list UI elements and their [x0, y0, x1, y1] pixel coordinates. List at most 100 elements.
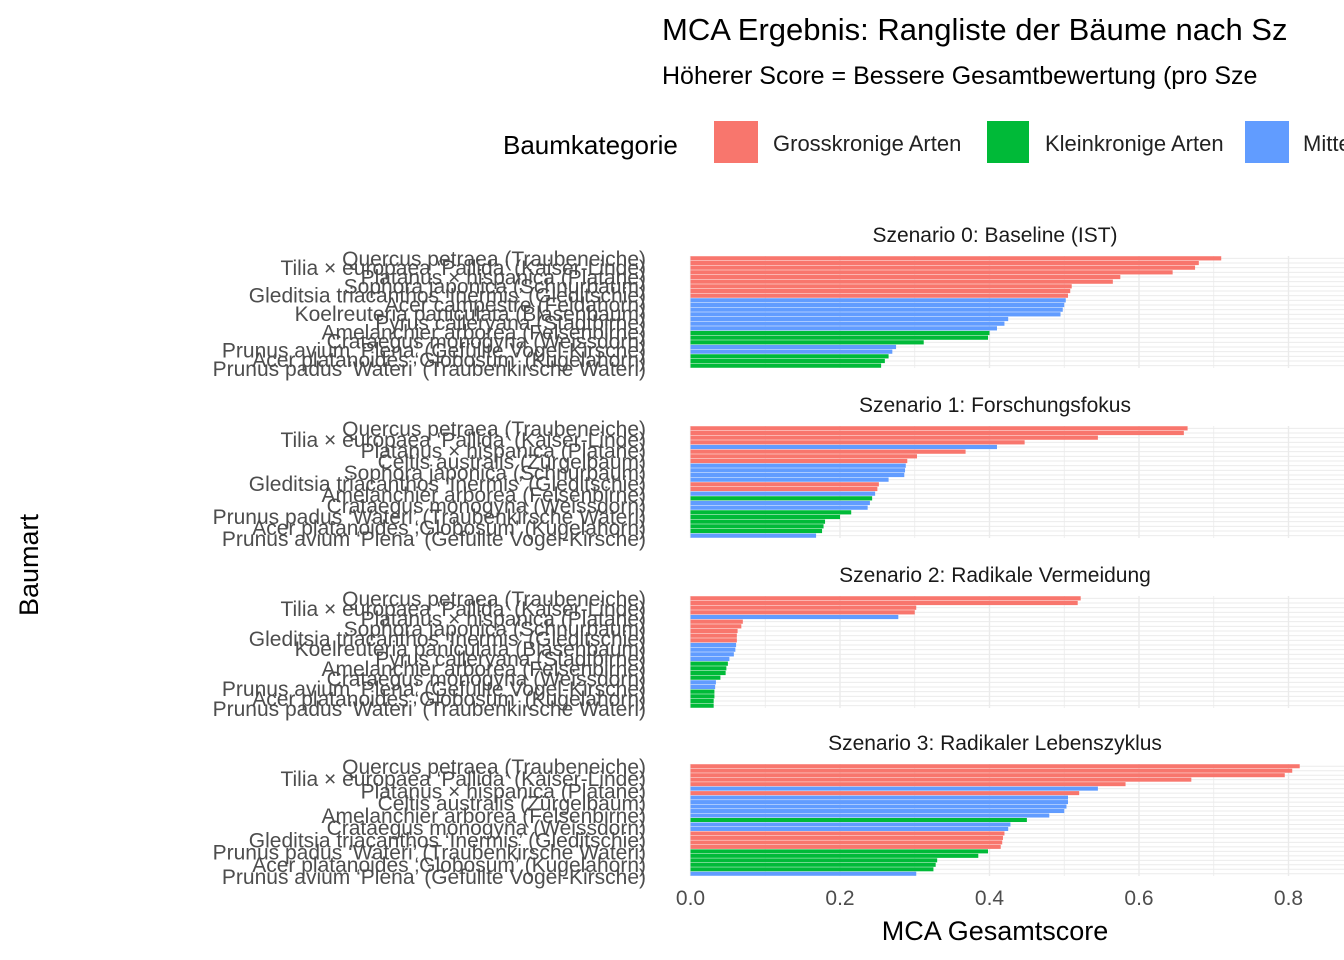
- y-tick-label: Sophora japonica (Schnurbaum): [344, 462, 646, 485]
- bar: [690, 652, 734, 657]
- bar: [690, 831, 1005, 836]
- y-tick-label: Prunus padus ‘Wateri’ (Traubenkirsche Wa…: [213, 842, 646, 865]
- y-tick-label: Prunus avium ‘Plena’ (Gefüllte Vogel-Kir…: [222, 866, 646, 889]
- y-tick-label: Celtis australis (Zürgelbaum): [378, 793, 646, 816]
- bar: [690, 795, 1068, 800]
- bar: [690, 680, 716, 685]
- bar: [690, 491, 876, 496]
- y-tick-label: Quercus petraea (Traubeneiche): [342, 588, 646, 611]
- x-axis-title: MCA Gesamtscore: [882, 916, 1109, 946]
- y-tick-label: Pyrus calleryana (Stadtbirne): [375, 648, 646, 671]
- y-tick-label: Platanus × hispanica (Platane): [361, 266, 646, 289]
- y-tick-label: Amelanchier arborea (Felsenbirne): [322, 805, 647, 828]
- y-tick-label: Prunus avium ‘Plena’ (Gefüllte Vogel-Kir…: [222, 340, 646, 363]
- panel-2: Szenario 2: Radikale Vermeidung Quercus p…: [213, 564, 1344, 721]
- bar: [690, 638, 737, 643]
- chart-subtitle: Höherer Score = Bessere Gesamtbewertung …: [662, 62, 1257, 90]
- bar: [690, 288, 1071, 294]
- bar: [690, 619, 743, 624]
- legend-label-gross: Grosskronige Arten: [773, 131, 961, 156]
- y-tick-label: Tilia × europaea ‘Pallida’ (Kaiser-Linde…: [280, 429, 646, 452]
- legend-label-klein: Kleinkronige Arten: [1045, 131, 1224, 156]
- bar: [690, 274, 1121, 280]
- bar: [690, 813, 1050, 818]
- bar: [690, 482, 879, 487]
- x-tick-label: 0.6: [1124, 887, 1153, 910]
- bar: [690, 298, 1066, 303]
- bar: [690, 703, 714, 708]
- bar: [690, 430, 1184, 436]
- panel-strip-label: Szenario 0: Baseline (IST): [872, 224, 1117, 247]
- panel-1: Szenario 1: Forschungsfokus Quercus petra…: [213, 394, 1344, 551]
- y-tick-label: Platanus × hispanica (Platane): [361, 780, 646, 803]
- y-tick-label: Tilia × europaea ‘Pallida’ (Kaiser-Linde…: [280, 257, 646, 280]
- y-tick-label: Tilia × europaea ‘Pallida’ (Kaiser-Linde…: [280, 768, 646, 791]
- bar: [690, 835, 1003, 840]
- bar: [690, 596, 1081, 601]
- x-tick-label: 0.2: [825, 887, 854, 910]
- y-tick-label: Amelanchier arborea (Felsenbirne): [322, 484, 647, 507]
- bar: [690, 862, 936, 867]
- y-tick-label: Crataegus monogyna (Weissdorn): [327, 817, 646, 840]
- bar: [690, 614, 899, 620]
- bar: [690, 528, 823, 534]
- bar: [690, 435, 1098, 440]
- legend-title: Baumkategorie: [503, 130, 678, 160]
- bar: [690, 302, 1065, 308]
- y-tick-label: Prunus avium ‘Plena’ (Gefüllte Vogel-Kir…: [222, 678, 646, 701]
- bar: [690, 307, 1063, 312]
- legend-key-klein: [987, 121, 1029, 163]
- bar: [690, 321, 1005, 326]
- bar: [690, 624, 742, 629]
- y-tick-label: Sophora japonica (Schnurbaum): [344, 618, 646, 641]
- bar: [690, 265, 1196, 270]
- y-tick-label: Sophora japonica (Schnurbaum): [344, 276, 646, 299]
- bar: [690, 260, 1199, 266]
- bar: [690, 849, 989, 854]
- bar: [690, 505, 868, 510]
- y-tick-label: Crataegus monogyna (Weissdorn): [327, 495, 646, 518]
- y-tick-label: Tilia × europaea ‘Pallida’ (Kaiser-Linde…: [280, 598, 646, 621]
- bar: [690, 358, 885, 364]
- bar: [690, 858, 938, 863]
- bar: [690, 533, 817, 538]
- bar: [690, 496, 873, 501]
- bar: [690, 689, 715, 694]
- bar: [690, 853, 979, 858]
- y-tick-label: Prunus avium ‘Plena’ (Gefüllte Vogel-Kir…: [222, 528, 646, 551]
- y-tick-label: Pyrus calleryana (Stadtbirne): [375, 312, 646, 335]
- bar: [690, 628, 738, 634]
- y-tick-label: Prunus padus ‘Wateri’ (Traubenkirsche Wa…: [213, 358, 646, 381]
- bar: [690, 472, 905, 478]
- bar: [690, 270, 1173, 275]
- bar: [690, 312, 1061, 317]
- bar: [690, 804, 1067, 809]
- panel-0: Szenario 0: Baseline (IST) Quercus petrae…: [213, 224, 1344, 381]
- bar: [690, 684, 716, 690]
- legend-key-mittel: [1245, 121, 1289, 163]
- bar: [690, 867, 934, 872]
- bar: [690, 822, 1011, 827]
- y-tick-label: Crataegus monogyna (Weissdorn): [327, 331, 646, 354]
- bar: [690, 444, 997, 450]
- bar: [690, 363, 882, 368]
- y-tick-label: Acer platanoides ‘Globosum’ (Kugelahorn): [252, 854, 646, 877]
- bar: [690, 468, 906, 473]
- bar: [690, 605, 917, 610]
- bar: [690, 293, 1068, 298]
- bar: [690, 354, 889, 359]
- bar: [690, 694, 715, 699]
- bar: [690, 661, 728, 666]
- bar: [690, 610, 915, 615]
- bar: [690, 344, 897, 350]
- x-tick-label: 0.4: [975, 887, 1005, 910]
- bar: [690, 519, 826, 524]
- bar: [690, 656, 730, 662]
- bar: [690, 791, 1080, 796]
- bar: [690, 782, 1126, 787]
- bar: [690, 500, 870, 506]
- bar: [690, 349, 893, 354]
- bar: [690, 768, 1293, 773]
- bar: [690, 440, 1025, 445]
